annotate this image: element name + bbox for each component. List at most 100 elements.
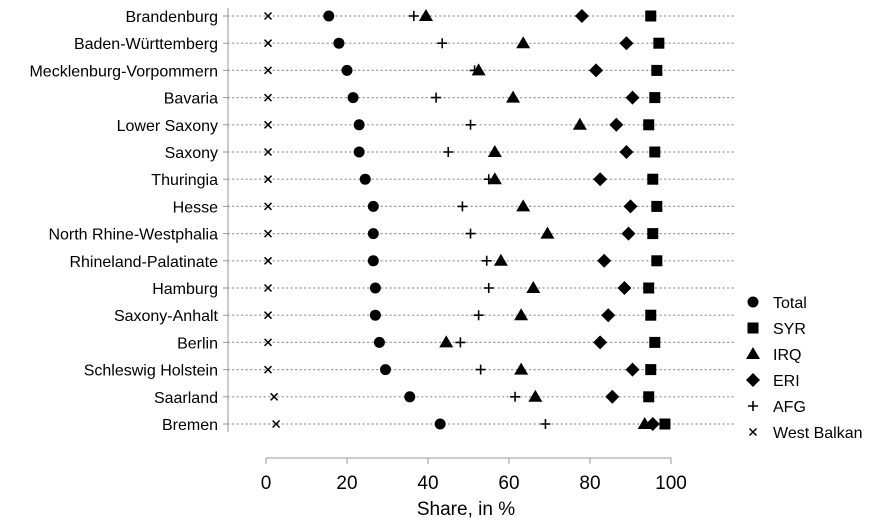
marker-west-balkan <box>263 338 273 347</box>
marker-afg <box>457 201 468 212</box>
category-label: Saxony <box>165 145 218 162</box>
x-tick-label: 20 <box>336 473 357 494</box>
marker-total <box>347 92 359 104</box>
marker-syr <box>653 37 665 49</box>
marker-eri <box>645 417 660 431</box>
x-tick-label: 100 <box>655 473 687 494</box>
x-axis: 0 20 40 60 80 100 <box>261 457 687 494</box>
category-label: Bremen <box>162 417 218 434</box>
marker-syr <box>651 255 663 267</box>
marker-irq <box>493 253 508 266</box>
marker-syr <box>649 336 661 348</box>
marker-total <box>379 364 391 376</box>
marker-west-balkan <box>263 229 273 238</box>
marker-afg <box>481 255 492 266</box>
marker-irq <box>471 63 486 76</box>
marker-west-balkan <box>263 175 273 184</box>
marker-syr <box>643 282 655 294</box>
marker-west-balkan <box>263 311 273 320</box>
marker-west-balkan <box>263 147 273 157</box>
marker-west-balkan <box>263 120 273 129</box>
marker-irq <box>528 389 543 402</box>
marker-syr <box>659 418 671 430</box>
marker-irq <box>514 362 529 375</box>
marker-west-balkan <box>263 66 273 75</box>
category-label: Saxony-Anhalt <box>114 308 219 325</box>
legend-label: ERI <box>773 373 800 390</box>
marker-afg <box>455 337 466 348</box>
marker-irq <box>540 226 555 239</box>
marker-syr <box>645 309 657 321</box>
marker-afg <box>469 65 480 76</box>
x-tick-label: 40 <box>417 473 438 494</box>
marker-syr <box>647 228 659 240</box>
marker-afg <box>473 310 484 321</box>
marker-irq <box>514 308 529 321</box>
category-label: Bavaria <box>164 91 218 108</box>
marker-west-balkan <box>263 39 273 48</box>
marker-eri <box>574 9 589 23</box>
marker-afg <box>483 174 494 185</box>
marker-afg <box>540 419 551 429</box>
legend-marker <box>747 322 759 334</box>
x-tick-label: 80 <box>579 473 600 494</box>
marker-irq <box>516 36 531 49</box>
marker-afg <box>443 147 454 157</box>
marker-syr <box>651 64 663 76</box>
legend: Total SYR IRQ ERI AFG West Balkan <box>746 295 863 442</box>
category-label: North Rhine-Westphalia <box>48 227 218 244</box>
marker-total <box>373 336 385 348</box>
marker-eri <box>625 90 640 105</box>
marker-total <box>367 228 379 240</box>
category-label: Thuringia <box>151 172 218 189</box>
category-label: Brandenburg <box>125 9 218 26</box>
marker-total <box>369 282 381 294</box>
marker-total <box>359 173 371 185</box>
marker-west-balkan <box>272 419 281 429</box>
legend-marker <box>748 401 758 411</box>
marker-west-balkan <box>263 256 273 265</box>
legend-label: Total <box>773 295 807 312</box>
legend-label: IRQ <box>773 347 801 364</box>
marker-syr <box>643 391 655 403</box>
marker-eri <box>617 281 632 295</box>
marker-total <box>353 146 365 158</box>
marker-afg <box>475 364 486 375</box>
marker-syr <box>647 173 659 185</box>
marker-irq <box>506 90 521 103</box>
marker-irq <box>516 199 531 212</box>
category-label: Hamburg <box>152 281 218 298</box>
marker-west-balkan <box>263 93 273 102</box>
marker-west-balkan <box>263 283 273 293</box>
marker-total <box>367 255 379 267</box>
x-axis-title: Share, in % <box>417 499 515 520</box>
marker-total <box>434 418 446 430</box>
marker-syr <box>649 92 661 104</box>
category-label: Mecklenburg-Vorpommern <box>29 63 218 80</box>
marker-eri <box>623 199 638 214</box>
marker-total <box>367 200 379 212</box>
marker-eri <box>605 389 620 404</box>
marker-syr <box>645 364 657 376</box>
legend-marker <box>746 373 760 387</box>
data-markers <box>263 9 671 431</box>
marker-total <box>369 309 381 321</box>
marker-afg <box>483 283 494 293</box>
marker-afg <box>431 92 442 103</box>
marker-eri <box>625 362 640 377</box>
category-label: Schleswig Holstein <box>84 363 218 380</box>
marker-total <box>323 10 335 22</box>
legend-label: West Balkan <box>773 425 863 442</box>
marker-west-balkan <box>263 11 273 21</box>
category-label: Lower Saxony <box>117 118 218 135</box>
marker-eri <box>619 145 634 159</box>
legend-marker <box>747 296 759 308</box>
marker-syr <box>651 200 663 212</box>
marker-eri <box>609 117 624 132</box>
marker-west-balkan <box>263 202 273 211</box>
marker-afg <box>510 391 521 402</box>
x-tick-label: 60 <box>498 473 519 494</box>
marker-eri <box>601 308 616 323</box>
marker-irq <box>418 9 433 21</box>
